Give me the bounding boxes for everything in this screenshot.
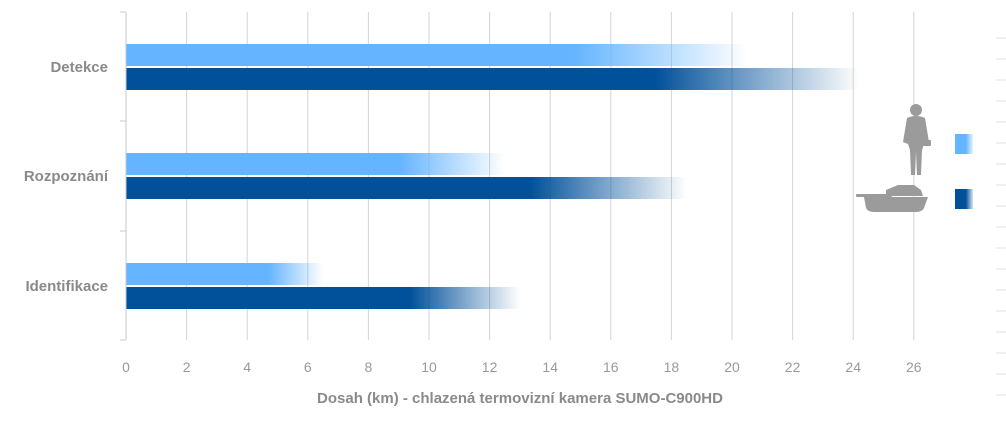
x-tick-label: 4	[243, 359, 251, 375]
x-tick-label: 22	[785, 359, 801, 375]
bars	[126, 44, 860, 309]
bar-soldier-0	[126, 44, 748, 66]
x-tick-label: 14	[542, 359, 558, 375]
category-label: Identifikace	[25, 278, 108, 295]
tank-icon	[856, 185, 928, 212]
axes	[120, 11, 1006, 396]
bar-soldier-2	[126, 263, 323, 285]
legend-swatch-tank	[955, 189, 973, 209]
x-tick-label: 8	[365, 359, 373, 375]
x-tick-label: 24	[845, 359, 861, 375]
soldier-icon	[903, 104, 931, 175]
x-tick-labels: 0 2 4 6 8 10 12 14 16 18 20 22 24 26	[122, 359, 922, 375]
x-tick-label: 20	[724, 359, 740, 375]
x-tick-label: 12	[482, 359, 498, 375]
legend	[856, 104, 973, 212]
x-tick-label: 2	[183, 359, 191, 375]
x-axis-title: Dosah (km) - chlazená termovizní kamera …	[317, 390, 723, 407]
category-labels: Detekce Rozpoznání Identifikace	[24, 59, 109, 295]
x-tick-label: 0	[122, 359, 130, 375]
x-tick-label: 16	[603, 359, 619, 375]
x-tick-label: 18	[664, 359, 680, 375]
bar-tank-0	[126, 68, 860, 90]
category-label: Rozpoznání	[24, 168, 109, 185]
category-label: Detekce	[50, 59, 108, 76]
x-tick-label: 26	[906, 359, 922, 375]
x-tick-label: 6	[304, 359, 312, 375]
legend-swatch-soldier	[955, 134, 973, 154]
bar-tank-2	[126, 287, 520, 309]
x-tick-label: 10	[421, 359, 437, 375]
bar-soldier-1	[126, 153, 505, 175]
bar-tank-1	[126, 177, 687, 199]
grid-lines	[186, 12, 915, 340]
